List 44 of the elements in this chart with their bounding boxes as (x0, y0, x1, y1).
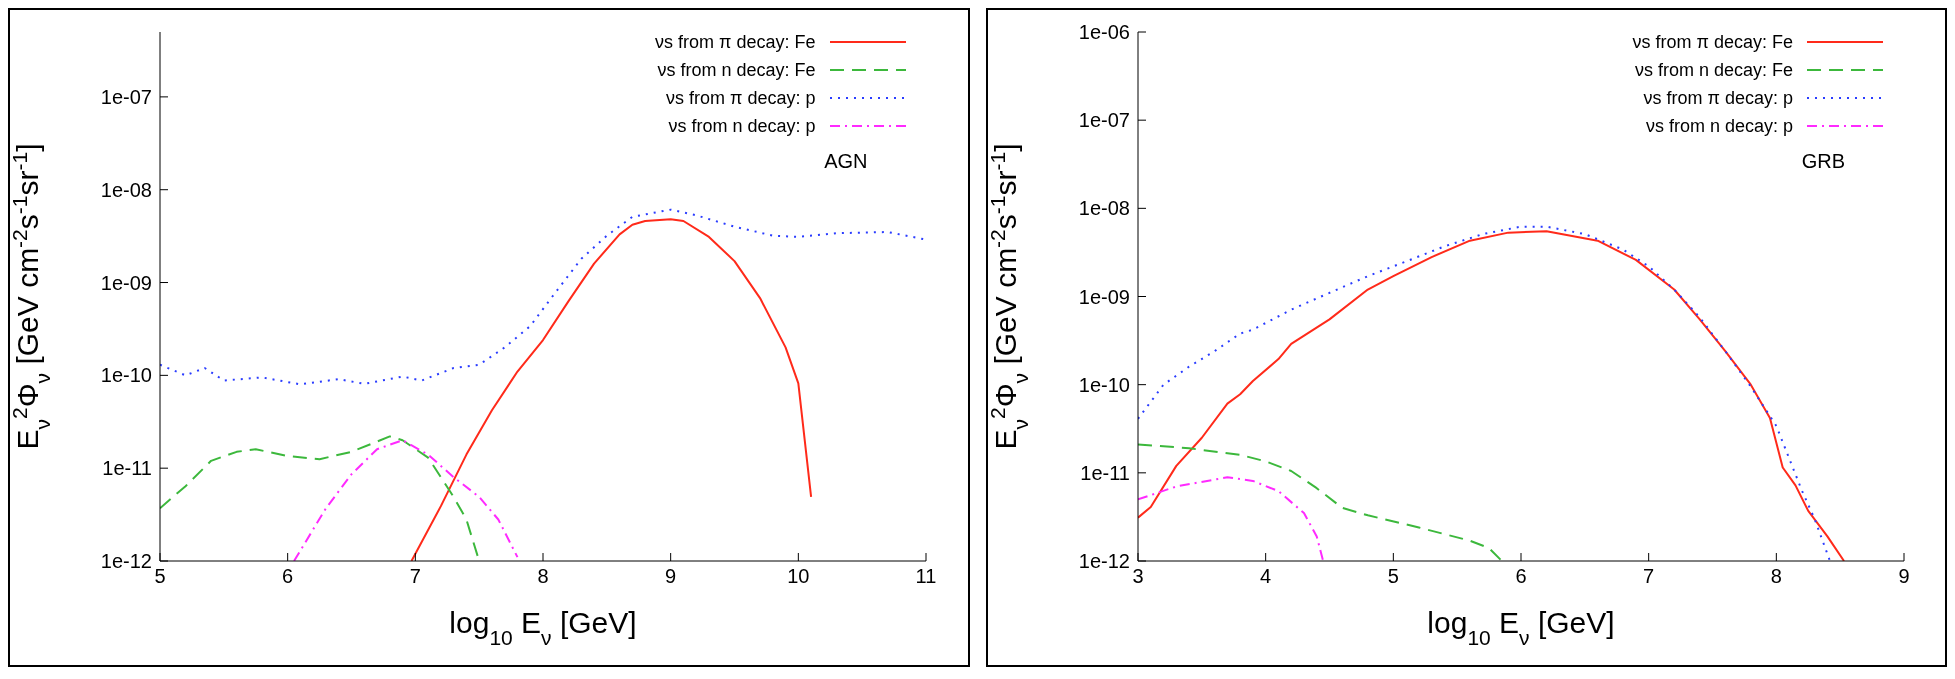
y-tick-label: 1e-08 (1078, 197, 1130, 220)
x-tick-label: 7 (1642, 565, 1654, 588)
x-tick-label: 9 (1897, 565, 1910, 588)
y-tick-label: 1e-10 (100, 364, 152, 387)
legend-label: νs from π decay: p (666, 87, 816, 109)
line-series (293, 439, 519, 561)
annotation: AGN (823, 150, 868, 173)
line-series (1137, 476, 1324, 561)
x-tick-label: 7 (409, 565, 421, 588)
y-tick-label: 1e-07 (1078, 109, 1130, 132)
line-series (410, 218, 813, 561)
annotation: GRB (1800, 150, 1845, 173)
y-tick-label: 1e-11 (1079, 461, 1130, 484)
line-series (160, 208, 926, 386)
x-axis-title: log$_{10}$ E$_{ν}$ [GeV] (449, 606, 637, 649)
legend-label: νs from π decay: p (1643, 87, 1793, 109)
x-tick-label: 6 (282, 565, 294, 588)
y-tick-label: 1e-09 (1078, 285, 1130, 308)
legend-label: νs from n decay: p (1645, 115, 1793, 137)
x-tick-label: 6 (1514, 565, 1527, 588)
line-series (1137, 443, 1503, 561)
y-tick-label: 1e-10 (1078, 373, 1130, 396)
x-tick-label: 8 (1770, 565, 1782, 588)
x-tick-label: 8 (537, 565, 549, 588)
x-axis-title: log$_{10}$ E$_{ν}$ [GeV] (1426, 606, 1615, 649)
x-tick-label: 5 (1387, 565, 1399, 588)
y-tick-label: 1e-06 (1078, 21, 1130, 44)
x-tick-label: 9 (665, 565, 677, 588)
y-tick-label: 1e-07 (100, 85, 152, 108)
legend-label: νs from n decay: p (668, 115, 816, 137)
y-tick-label: 1e-11 (102, 457, 152, 480)
y-tick-label: 1e-12 (1078, 550, 1130, 573)
legend-label: νs from n decay: Fe (657, 59, 816, 81)
legend-label: νs from π decay: Fe (655, 31, 816, 53)
y-tick-label: 1e-09 (100, 271, 152, 294)
x-tick-label: 4 (1259, 565, 1271, 588)
x-tick-label: 3 (1131, 565, 1144, 588)
y-tick-label: 1e-08 (100, 178, 152, 201)
x-tick-label: 11 (915, 565, 937, 588)
legend-label: νs from n decay: Fe (1634, 59, 1793, 81)
legend-label: νs from π decay: Fe (1632, 31, 1793, 53)
x-tick-label: 10 (787, 565, 810, 588)
y-tick-label: 1e-12 (100, 550, 152, 573)
x-tick-label: 5 (154, 565, 166, 588)
